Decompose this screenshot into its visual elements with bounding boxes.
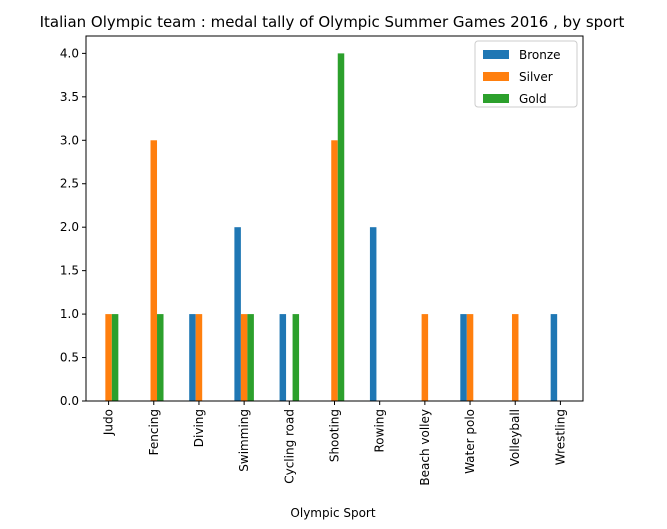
legend: Bronze Silver Gold [474, 40, 578, 108]
y-tick-label: 1.0 [60, 307, 79, 321]
y-tick-label: 3.0 [60, 133, 79, 147]
y-tick-label: 4.0 [60, 46, 79, 60]
legend-swatch-gold [483, 94, 509, 103]
y-tick-label: 2.5 [60, 177, 79, 191]
legend-swatch-bronze [483, 50, 509, 59]
y-tick-label: 0.5 [60, 351, 79, 365]
bar-bronze-wrestling [550, 314, 558, 401]
bar-silver-shooting [331, 140, 338, 402]
y-tick-label: 0.0 [60, 394, 79, 408]
y-tick-label: 2.0 [60, 220, 79, 234]
legend-label-bronze: Bronze [519, 48, 561, 62]
bar-silver-diving [195, 314, 203, 401]
bar-bronze-swimming [234, 227, 241, 401]
x-tick-label: Wrestling [553, 409, 567, 465]
bar-silver-swimming [240, 314, 248, 401]
x-tick-label: Beach volley [418, 409, 432, 486]
x-tick-label: Judo [102, 409, 116, 436]
bar-gold-judo [111, 314, 119, 401]
x-tick-label: Volleyball [508, 409, 522, 466]
bar-silver-judo [105, 314, 112, 401]
y-tick-label: 1.5 [60, 264, 79, 278]
x-tick-label: Swimming [237, 409, 251, 472]
bar-silver-volleyball [511, 314, 519, 401]
bar-silver-beach-volley [421, 314, 429, 401]
x-tick-label: Shooting [328, 409, 342, 462]
legend-swatch-silver [483, 72, 509, 81]
x-tick-label: Fencing [147, 409, 161, 455]
bar-bronze-diving [189, 314, 196, 401]
legend-label-silver: Silver [519, 70, 553, 84]
y-tick-label: 3.5 [60, 90, 79, 104]
bar-bronze-water-polo [460, 314, 467, 401]
x-axis-label: Olympic Sport [290, 506, 375, 520]
chart-title: Italian Olympic team : medal tally of Ol… [40, 13, 625, 31]
bar-silver-fencing [150, 140, 158, 402]
bar-silver-water-polo [466, 314, 474, 401]
bar-bronze-cycling-road [279, 314, 287, 401]
bar-gold-fencing [157, 314, 164, 401]
bar-gold-swimming [247, 314, 254, 401]
legend-label-gold: Gold [519, 92, 547, 106]
axes-frame [85, 35, 584, 402]
x-tick-label: Cycling road [282, 409, 296, 484]
x-tick-label: Rowing [373, 409, 387, 453]
bar-gold-cycling-road [292, 314, 300, 401]
plot-area: Judo Fencing Diving Swimming Cycling road Sho… [60, 35, 584, 486]
x-tick-label: Water polo [463, 409, 477, 474]
x-tick-label: Diving [192, 409, 206, 447]
bar-gold-shooting [337, 53, 345, 401]
bar-bronze-rowing [369, 227, 377, 401]
